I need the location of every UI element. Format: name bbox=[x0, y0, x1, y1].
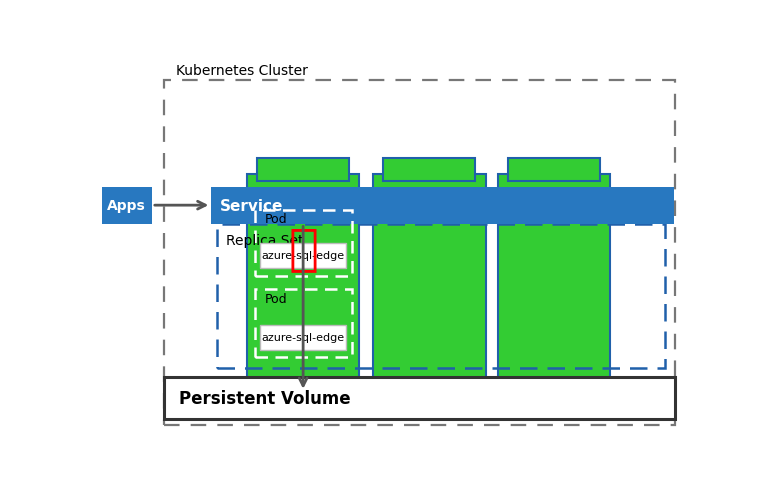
Bar bbox=[164, 81, 675, 425]
Text: Node: Node bbox=[281, 398, 325, 413]
Bar bbox=[257, 158, 349, 182]
Bar bbox=[255, 210, 353, 276]
Text: azure-sql-edge: azure-sql-edge bbox=[262, 333, 345, 343]
Text: Kubernetes Cluster: Kubernetes Cluster bbox=[176, 64, 308, 78]
Bar bbox=[383, 158, 475, 182]
Bar bbox=[373, 175, 486, 420]
Text: Node: Node bbox=[532, 398, 576, 413]
Bar bbox=[508, 158, 600, 182]
Bar bbox=[260, 243, 347, 269]
Text: Node: Node bbox=[407, 398, 451, 413]
Text: Pod: Pod bbox=[265, 293, 287, 305]
Bar bbox=[260, 325, 347, 350]
Text: Persistent Volume: Persistent Volume bbox=[178, 389, 350, 407]
Bar bbox=[211, 187, 674, 224]
Bar bbox=[247, 175, 360, 420]
Text: azure-sql-edge: azure-sql-edge bbox=[262, 251, 345, 261]
Text: Replica Set: Replica Set bbox=[226, 233, 304, 247]
Text: Apps: Apps bbox=[107, 199, 146, 213]
Bar bbox=[217, 224, 665, 369]
Bar bbox=[497, 175, 610, 420]
Text: Pod: Pod bbox=[265, 213, 287, 226]
Text: ❌: ❌ bbox=[288, 225, 318, 273]
Bar bbox=[164, 377, 675, 420]
Text: Service: Service bbox=[220, 198, 284, 213]
Bar bbox=[102, 187, 152, 224]
Bar bbox=[255, 290, 353, 357]
